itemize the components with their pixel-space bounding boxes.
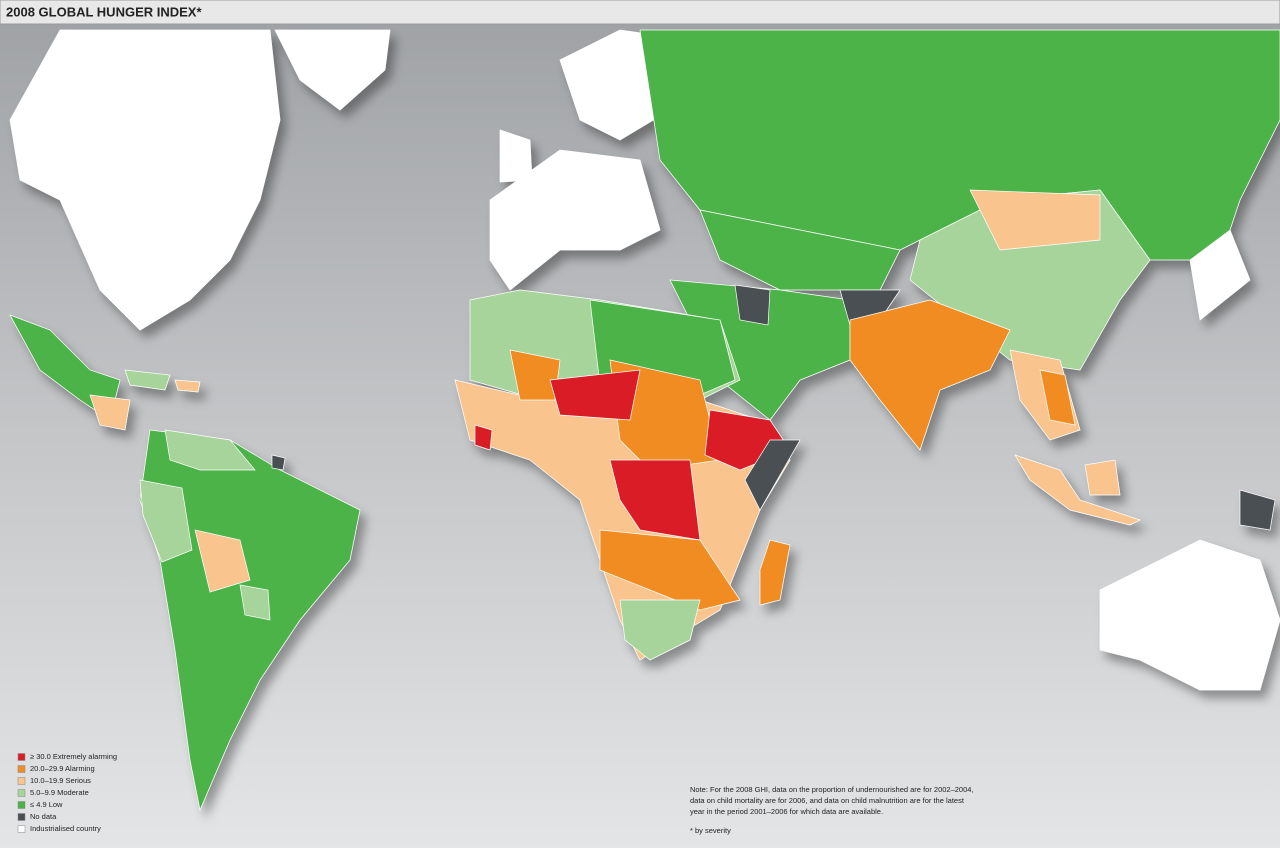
title: 2008 GLOBAL HUNGER INDEX* bbox=[6, 4, 202, 19]
legend-swatch bbox=[17, 777, 26, 785]
legend-label: ≥ 30.0 Extremely alarming bbox=[30, 752, 117, 761]
legend-swatch bbox=[17, 789, 26, 797]
legend-swatch bbox=[17, 825, 26, 833]
footnote: * by severity bbox=[690, 826, 731, 835]
legend-label: 5.0–9.9 Moderate bbox=[30, 788, 89, 797]
legend-swatch bbox=[17, 753, 26, 761]
note-line: Note: For the 2008 GHI, data on the prop… bbox=[690, 785, 974, 794]
note: Note: For the 2008 GHI, data on the prop… bbox=[690, 785, 974, 835]
legend-swatch bbox=[17, 813, 26, 821]
title-bar bbox=[0, 0, 1280, 25]
note-line: year in the period 2001–2006 for which d… bbox=[690, 807, 883, 816]
legend-swatch bbox=[17, 801, 26, 809]
legend-label: 20.0–29.9 Alarming bbox=[30, 764, 95, 773]
legend-label: ≤ 4.9 Low bbox=[30, 800, 63, 809]
legend: ≥ 30.0 Extremely alarming 20.0–29.9 Alarm… bbox=[17, 752, 117, 833]
world-map bbox=[9, 29, 1280, 812]
legend-label: 10.0–19.9 Serious bbox=[30, 776, 91, 785]
legend-label: No data bbox=[30, 812, 57, 821]
note-line: data on child mortality are for 2006, an… bbox=[690, 796, 965, 805]
legend-label: Industrialised country bbox=[30, 824, 101, 833]
legend-swatch bbox=[17, 765, 26, 773]
